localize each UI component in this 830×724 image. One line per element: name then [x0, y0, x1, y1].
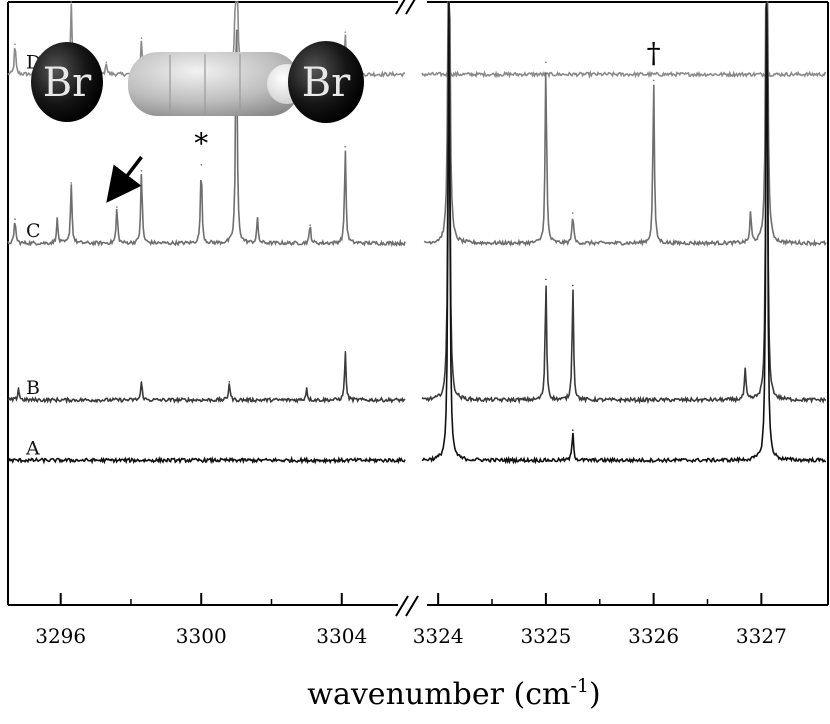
peak-point: [344, 350, 347, 353]
peak-point: [70, 1, 73, 3]
x-tick-label: 3296: [35, 624, 86, 648]
trace-C-segment-2: [423, 1, 827, 248]
peak-point: [256, 218, 259, 220]
trace-C-segment-1: [7, 29, 406, 248]
trace-label-C: C: [26, 220, 41, 242]
peak-point: [228, 381, 231, 383]
peak-point: [744, 369, 746, 371]
axis-break-bottom: [395, 595, 419, 617]
peak-point: [344, 31, 347, 33]
trace-B: [7, 1, 827, 405]
x-tick-label: 3300: [176, 624, 227, 648]
peak-point: [545, 278, 547, 281]
x-axis-label-sup: -1: [570, 675, 589, 697]
peak-point: [309, 224, 311, 226]
peak-point: [344, 145, 347, 148]
x-tick-label: 3327: [736, 624, 787, 648]
peak-point: [305, 387, 308, 389]
axis-break-top: [395, 0, 416, 15]
trace-D: [7, 1, 827, 80]
peak-point: [14, 218, 16, 220]
trace-B-segment-2: [421, 1, 827, 405]
trace-label-B: B: [26, 377, 40, 399]
trace-C: [7, 1, 827, 248]
atom-right-label: Br: [302, 60, 351, 106]
x-tick-label: 3304: [316, 624, 367, 648]
axes-frame: [7, 0, 829, 617]
molecule-illustration: Br Br: [31, 41, 364, 123]
x-axis-label-close: ): [589, 677, 601, 712]
trace-A-segment-2: [421, 1, 826, 465]
peak-point: [14, 43, 16, 46]
peak-point: [448, 1, 450, 3]
x-axis-label-main: wavenumber (cm: [307, 677, 570, 712]
peak-point: [652, 79, 655, 82]
dagger-annotation: †: [647, 36, 661, 69]
peak-point: [70, 182, 73, 184]
trace-B-segment-1: [7, 352, 406, 405]
peak-point: [140, 170, 143, 172]
trace-A: [7, 1, 826, 465]
peak-point: [105, 61, 108, 64]
trace-D-segment-2: [421, 69, 827, 80]
peak-point: [749, 212, 752, 214]
carbon-chain: [128, 52, 300, 116]
peak-point: [116, 206, 118, 208]
peak-point: [140, 37, 143, 39]
trace-A-segment-1: [7, 455, 406, 465]
peak-point: [235, 1, 238, 3]
asterisk-annotation: *: [194, 127, 208, 160]
bromine-atom-right: Br: [288, 41, 364, 123]
atom-left-label: Br: [43, 60, 92, 106]
x-axis-label: wavenumber (cm-1): [307, 675, 600, 712]
peak-point: [200, 164, 203, 166]
peak-point: [56, 218, 58, 220]
pointer-arrow: [106, 155, 143, 203]
peak-annotations: *†*†: [194, 36, 661, 160]
x-tick-label: 3324: [413, 624, 464, 648]
trace-label-A: A: [25, 437, 40, 459]
x-tick-label: 3326: [628, 624, 679, 648]
peak-point: [140, 381, 143, 383]
bromine-atom-left: Br: [31, 42, 103, 122]
x-tick-label: 3325: [520, 624, 571, 648]
peak-point: [17, 387, 20, 389]
x-axis-ticks: 3296 3300 3304 3324 3325 3326 3327: [35, 593, 787, 648]
peak-point: [572, 212, 574, 214]
peak-point: [572, 284, 574, 287]
peak-point: [572, 429, 574, 431]
peak-point: [765, 1, 768, 3]
peak-point: [545, 61, 547, 64]
